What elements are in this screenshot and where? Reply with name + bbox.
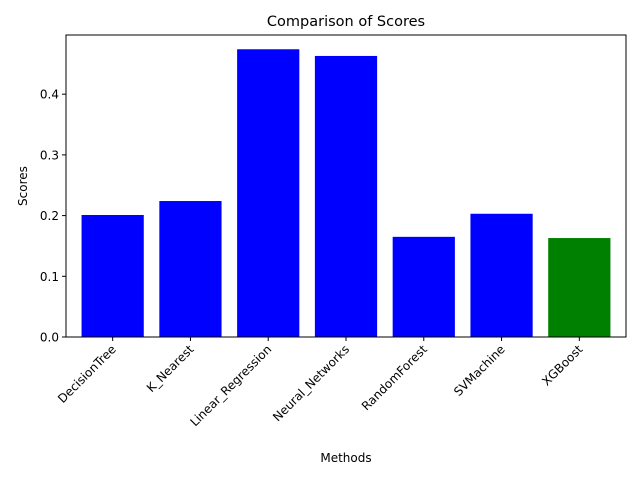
plot-area: DecisionTree K_NearestLinear_RegressionNe…: [40, 34, 627, 429]
axes-frame: [65, 34, 627, 338]
y-tick-label: 0.2: [40, 209, 59, 223]
y-tick-label: 0.4: [40, 88, 59, 102]
x-tick-label: DecisionTree: [55, 342, 119, 406]
x-tick-label: RandomForest: [359, 342, 430, 413]
chart-title: Comparison of Scores: [267, 14, 425, 30]
y-axis-label: Scores: [16, 166, 30, 206]
x-tick-label: SVMachine: [451, 342, 508, 399]
x-axis-label: Methods: [320, 451, 371, 465]
x-tick-label: Neural_Networks: [270, 342, 352, 424]
bar-decisiontree: [81, 214, 144, 337]
x-tick-label: K_Nearest: [144, 342, 197, 395]
y-tick-label: 0.1: [40, 270, 59, 284]
bar-svmachine: [470, 213, 533, 337]
bar-randomforest: [392, 236, 455, 337]
bar-k-nearest: [159, 201, 222, 337]
y-tick-label: 0.0: [40, 331, 59, 345]
bar-xgboost: [548, 238, 611, 337]
y-tick-label: 0.3: [40, 148, 59, 162]
bar-neural-networks: [314, 55, 378, 337]
bar-linear-regression: [237, 49, 300, 338]
x-tick-label: XGBoost: [539, 342, 585, 388]
x-tick-label: Linear_Regression: [187, 342, 274, 429]
